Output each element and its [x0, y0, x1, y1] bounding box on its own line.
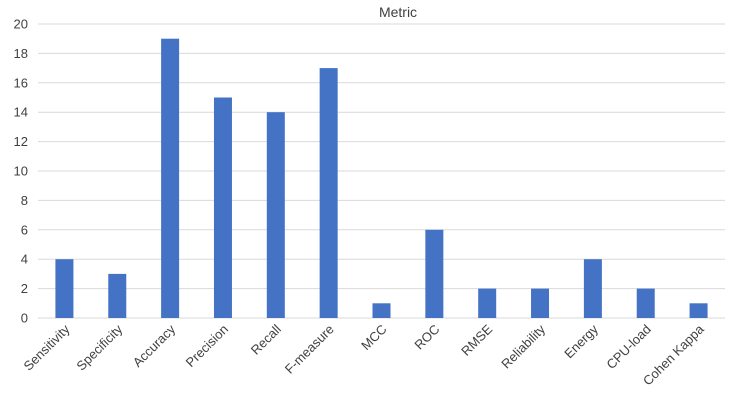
bar-mcc — [372, 303, 391, 318]
y-tick-label: 8 — [21, 193, 28, 208]
x-tick-label: Sensitivity — [21, 321, 73, 373]
bar-accuracy — [161, 38, 180, 318]
y-tick-label: 10 — [14, 164, 28, 179]
bar-rmse — [478, 288, 497, 318]
bar-f-measure — [319, 68, 338, 318]
x-tick-label: CPU-load — [603, 322, 653, 372]
bar-reliability — [531, 288, 550, 318]
x-tick-label: ROC — [411, 322, 442, 353]
x-tick-label: Reliability — [498, 321, 548, 371]
y-tick-label: 18 — [14, 46, 28, 61]
bar-precision — [213, 97, 232, 318]
y-tick-label: 16 — [14, 75, 28, 90]
bar-cohen-kappa — [689, 303, 708, 318]
bar-cpu-load — [636, 288, 655, 318]
x-tick-label: RMSE — [458, 321, 495, 358]
y-axis-ticks: 0 2 4 6 8 10 12 14 16 18 20 — [14, 17, 28, 326]
x-axis-labels: Sensitivity Specificity Accuracy Precision R… — [21, 321, 708, 388]
x-tick-label: Accuracy — [130, 321, 179, 370]
x-tick-label: MCC — [358, 322, 390, 354]
x-tick-label: Recall — [248, 321, 284, 357]
bar-energy — [583, 259, 602, 318]
y-tick-label: 6 — [21, 222, 28, 237]
bar-recall — [266, 112, 285, 318]
x-tick-label: Specificity — [73, 321, 125, 373]
grid-layer — [38, 23, 725, 319]
x-tick-label: Energy — [561, 321, 601, 361]
y-tick-label: 12 — [14, 134, 28, 149]
bar-specificity — [108, 273, 127, 318]
y-tick-label: 14 — [14, 105, 28, 120]
y-tick-label: 4 — [21, 252, 28, 267]
x-tick-label: F-measure — [282, 322, 337, 377]
bar-sensitivity — [55, 259, 74, 318]
x-tick-label: Precision — [183, 322, 231, 370]
chart-title: Metric — [379, 4, 417, 20]
bars — [55, 38, 708, 318]
bar-roc — [425, 229, 444, 318]
y-tick-label: 20 — [14, 17, 28, 32]
y-tick-label: 0 — [21, 311, 28, 326]
y-tick-label: 2 — [21, 281, 28, 296]
